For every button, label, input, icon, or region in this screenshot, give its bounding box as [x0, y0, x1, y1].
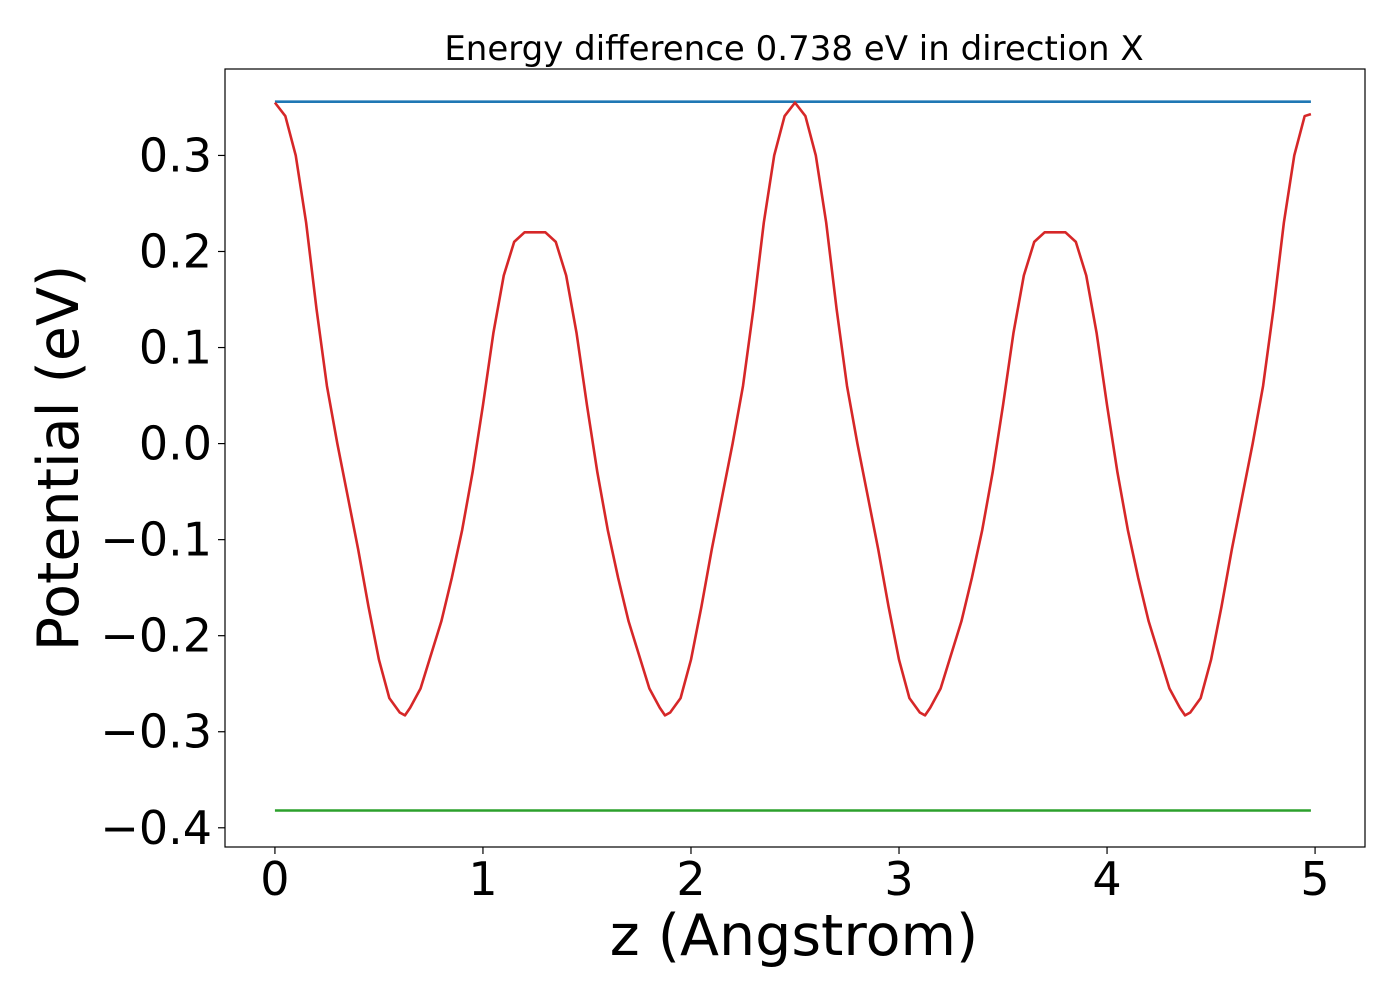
y-tick-label: 0.2	[139, 224, 212, 278]
series-layer	[273, 100, 1312, 812]
y-axis-title: Potential (eV)	[26, 265, 92, 651]
y-tick-label: −0.3	[100, 705, 212, 759]
x-tick-label: 5	[1300, 852, 1329, 906]
x-tick-label: 1	[468, 852, 497, 906]
chart-title: Energy difference 0.738 eV in direction …	[444, 29, 1143, 69]
y-tick-label: 0.3	[139, 128, 212, 182]
x-axis: 0 1 2 3 4 5	[260, 847, 1330, 906]
y-tick-label: −0.1	[100, 513, 212, 567]
x-axis-title: z (Angstrom)	[610, 903, 978, 969]
series-line-3	[273, 101, 1312, 717]
y-axis: 0.3 0.2 0.1 0.0 −0.1 −0.2 −0.3 −0.4	[100, 128, 225, 855]
plot-frame	[224, 68, 1366, 848]
y-tick-label: 0.0	[139, 417, 212, 471]
x-tick-label: 0	[260, 852, 289, 906]
y-tick-label: 0.1	[139, 321, 212, 375]
y-tick-label: −0.4	[100, 801, 212, 855]
x-tick-label: 2	[676, 852, 705, 906]
x-tick-label: 4	[1092, 852, 1121, 906]
y-tick-label: −0.2	[100, 609, 212, 663]
x-tick-label: 3	[884, 852, 913, 906]
